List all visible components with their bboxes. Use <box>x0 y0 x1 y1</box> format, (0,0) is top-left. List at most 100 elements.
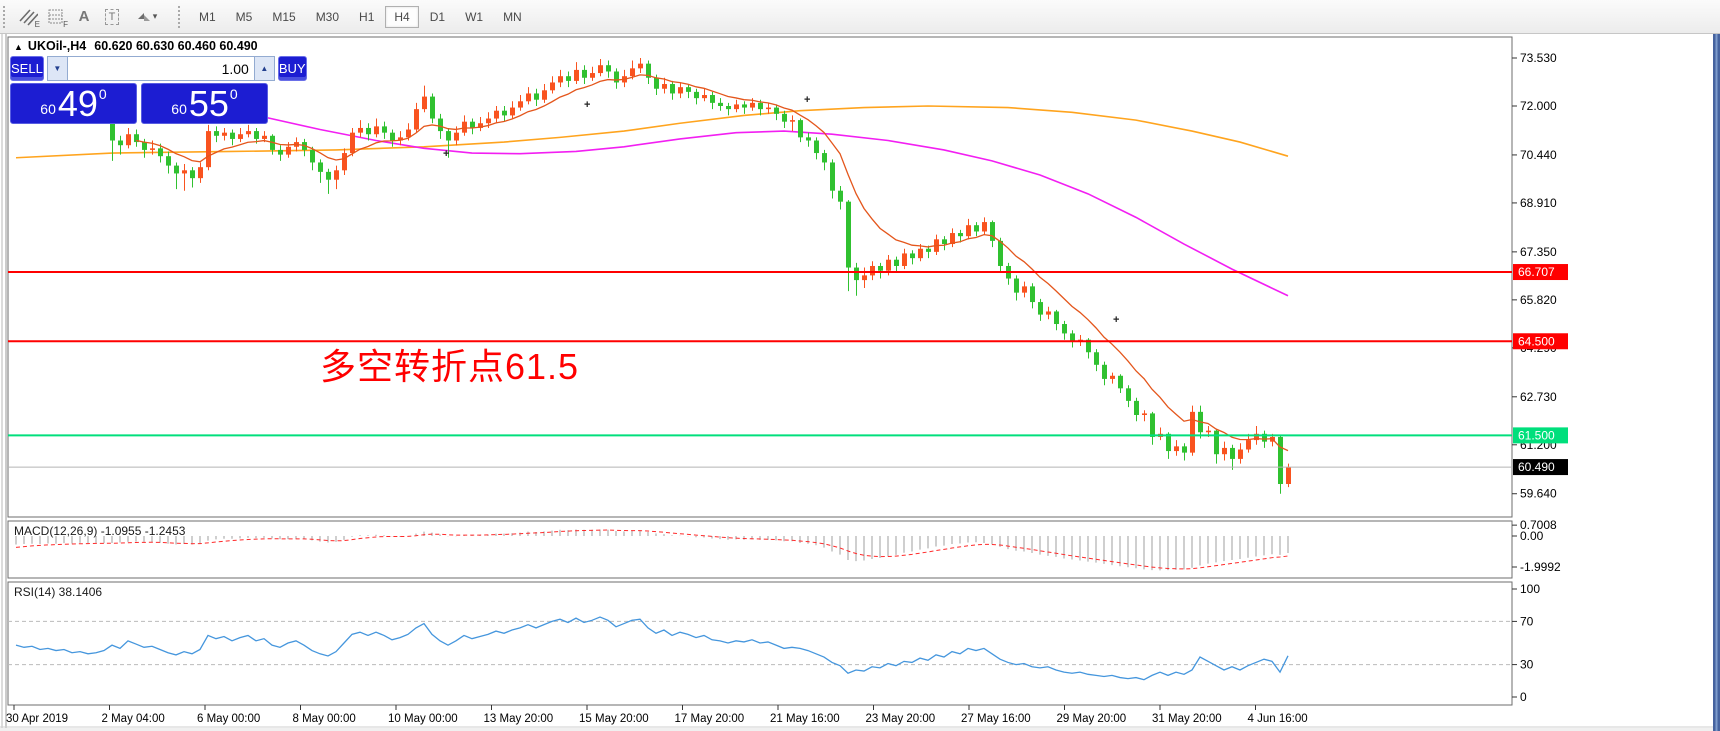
timeframe-m1[interactable]: M1 <box>199 9 216 24</box>
rsi-scale-label: 0 <box>1520 690 1527 704</box>
time-tick-label: 4 Jun 16:00 <box>1248 713 1308 725</box>
time-tick-label: 6 May 00:00 <box>197 713 260 725</box>
sell-price-prefix: 60 <box>40 101 56 117</box>
candle-body <box>614 71 619 83</box>
candle-body <box>1070 333 1075 342</box>
candle-body <box>454 132 459 141</box>
timeframe-m15[interactable]: M15 <box>272 9 296 24</box>
candle-body <box>470 121 475 128</box>
candle-body <box>1102 364 1107 379</box>
dropdown-caret-icon[interactable]: ▾ <box>152 11 158 21</box>
candle-body <box>910 253 915 259</box>
candle-body <box>134 134 139 143</box>
candle-body <box>518 101 523 108</box>
time-tick-label: 31 May 20:00 <box>1152 713 1222 725</box>
volume-input[interactable] <box>67 56 254 81</box>
candle-body <box>1150 413 1155 437</box>
candle-body <box>334 170 339 180</box>
candle-body <box>326 171 331 180</box>
candle-body <box>126 134 131 146</box>
sell-button[interactable]: SELL <box>10 56 44 81</box>
crosshatch-e-icon[interactable]: E <box>14 4 42 30</box>
timeframe-mn[interactable]: MN <box>503 9 522 24</box>
candle-body <box>958 233 963 237</box>
rsi-scale-label: 100 <box>1520 582 1540 596</box>
rsi-layer: 100 70 30 0 <box>8 582 1540 704</box>
candle-body <box>414 109 419 130</box>
candle-body <box>1054 311 1059 325</box>
candle-body <box>494 110 499 119</box>
price-tick-label: 65.820 <box>1520 293 1557 307</box>
candle-body <box>822 153 827 163</box>
candle-body <box>1110 375 1115 379</box>
candle-body <box>950 233 955 245</box>
candle-body <box>990 222 995 241</box>
time-tick-label: 30 Apr 2019 <box>6 713 68 725</box>
time-tick-label: 17 May 20:00 <box>675 713 745 725</box>
arrows-style-icon[interactable]: ▾ <box>126 4 166 30</box>
candle-body <box>1134 400 1139 415</box>
buy-price-big: 55 <box>188 83 229 124</box>
candle-body <box>430 96 435 119</box>
candle-body <box>774 107 779 114</box>
candle-body <box>1022 286 1027 293</box>
sell-price-button[interactable]: 60 49 0 <box>10 83 137 124</box>
toolbar-drag-handle[interactable] <box>178 5 184 28</box>
timeframe-m5[interactable]: M5 <box>235 9 253 24</box>
candle-body <box>982 222 987 232</box>
letter-t-glyph: T <box>104 8 120 25</box>
trade-marker: + <box>1113 314 1119 326</box>
candle-body <box>1278 436 1283 485</box>
candle-body <box>190 170 195 179</box>
candle-body <box>630 68 635 77</box>
buy-price-sup: 0 <box>229 86 238 102</box>
timeframe-d1[interactable]: D1 <box>429 9 446 24</box>
timeframe-h4[interactable]: H4 <box>385 5 419 28</box>
candle-body <box>1038 302 1043 315</box>
sell-price-sup: 0 <box>98 86 107 102</box>
time-tick-label: 27 May 16:00 <box>961 713 1031 725</box>
candle-body <box>854 267 859 281</box>
candle-body <box>918 248 923 259</box>
time-tick-label: 21 May 16:00 <box>770 713 840 725</box>
candle-body <box>598 65 603 74</box>
candle-body <box>702 95 707 99</box>
level-price-label: 66.707 <box>1518 265 1555 279</box>
candle-body <box>1174 446 1179 452</box>
candle-body <box>798 120 803 138</box>
candle-body <box>790 120 795 122</box>
candle-body <box>926 248 931 252</box>
candle-body <box>542 90 547 100</box>
macd-signal-line <box>15 529 1289 570</box>
timeframe-group: M1 M5 M15 M30 H1 H4 D1 W1 MN <box>189 5 532 28</box>
label-a-icon[interactable]: A <box>70 4 98 30</box>
candle-body <box>574 69 579 81</box>
text-annotation[interactable]: 多空转折点61.5 <box>320 346 580 387</box>
collapse-panel-icon[interactable]: ▲ <box>14 42 23 52</box>
buy-price-button[interactable]: 60 55 0 <box>141 83 268 124</box>
level-price-label: 64.500 <box>1518 334 1555 348</box>
time-tick-label: 29 May 20:00 <box>1057 713 1127 725</box>
candle-body <box>734 104 739 110</box>
grid-f-icon[interactable]: F <box>42 4 70 30</box>
candle-body <box>758 102 763 110</box>
candle-body <box>310 149 315 163</box>
sell-price-big: 49 <box>57 83 98 124</box>
textbox-t-icon[interactable]: T <box>98 4 126 30</box>
volume-down-button[interactable]: ▼ <box>46 56 68 81</box>
candle-body <box>766 107 771 110</box>
candle-body <box>118 140 123 146</box>
buy-button[interactable]: BUY <box>277 56 307 81</box>
timeframe-h1[interactable]: H1 <box>359 9 375 24</box>
candle-body <box>142 142 147 150</box>
toolbar-drag-handle[interactable] <box>3 5 9 28</box>
ohlc-values: 60.620 60.630 60.460 60.490 <box>94 39 258 53</box>
volume-up-button[interactable]: ▲ <box>253 56 275 81</box>
timeframe-w1[interactable]: W1 <box>465 9 484 24</box>
timeframe-m30[interactable]: M30 <box>315 9 340 24</box>
candle-body <box>1166 433 1171 452</box>
candle-body <box>710 95 715 103</box>
toolbar: E F A T ▾ M1 M5 M15 M30 H1 H4 D1 W1 MN <box>0 0 1720 34</box>
candle-body <box>654 77 659 89</box>
candle-body <box>342 153 347 171</box>
